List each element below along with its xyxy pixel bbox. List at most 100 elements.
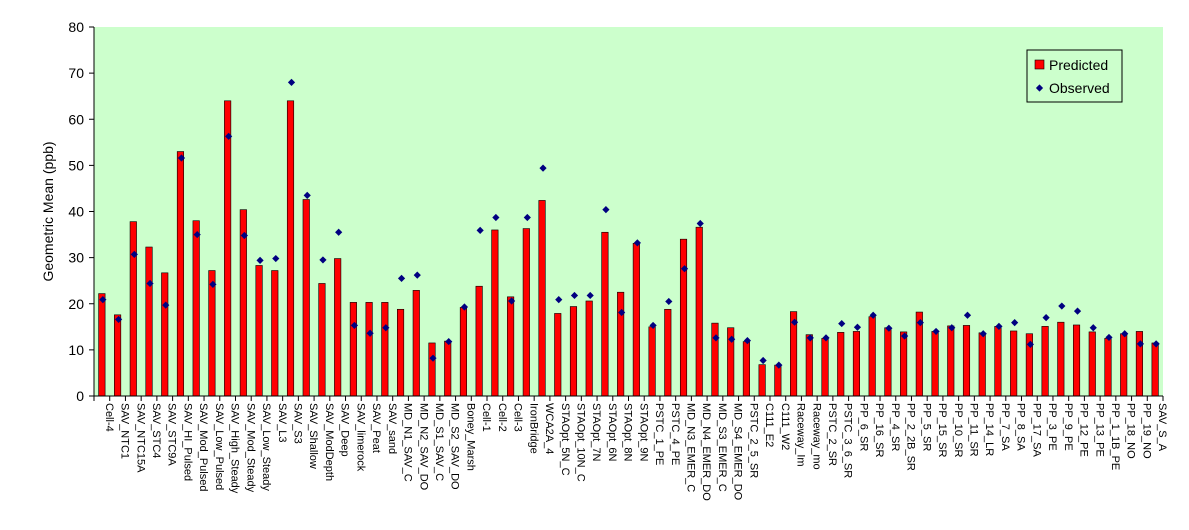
x-category-label: SAV_Low_Steady [260,403,272,491]
y-axis-title: Geometric Mean (ppb) [40,141,56,281]
predicted-bar [271,270,279,397]
y-tick-label: 70 [68,65,84,81]
observed-point [1011,319,1019,327]
observed-point [445,337,453,346]
observed-point [1121,330,1129,338]
x-category-label: SAV_Peat [370,403,382,453]
x-category-label: SAV_Shallow [307,403,319,469]
observed-point [225,132,233,140]
predicted-bar [852,331,860,397]
x-category-label: PP_13_PE [1093,403,1105,457]
x-category-label: PSTC_2_SR [826,403,838,466]
x-category-label: SAV_S3 [292,403,304,444]
predicted-bar [98,293,106,397]
observed-point [901,332,909,340]
predicted-bar [286,100,295,397]
observed-point [822,334,830,342]
observed-point [806,334,814,342]
observed-point [209,280,217,288]
x-category-label: SAV_HI_Pulsed [181,403,193,481]
predicted-bar [491,229,499,397]
observed-point [680,265,689,273]
x-category-label: PP_9_PE [1062,403,1074,451]
x-category-label: SAV_limerock [354,403,366,472]
x-category-label: PSTC_4_PE [669,403,681,465]
predicted-bar [821,338,829,397]
y-tick-label: 20 [68,296,84,312]
predicted-bar [145,246,153,397]
observed-point [429,354,437,362]
x-category-label: Raceway_Im [795,403,807,467]
x-category-label: SAV_L3 [276,403,288,443]
observed-point [618,308,626,317]
x-category-label: PP_8_SA [1015,403,1027,451]
predicted-bar [742,341,750,397]
observed-point [916,319,924,327]
observed-point [649,321,657,330]
x-category-label: SAV_NTC15A [134,403,146,473]
predicted-bar [978,332,986,397]
predicted-bar [255,265,263,397]
predicted-bar [192,220,200,397]
observed-point [979,330,987,338]
observed-point [885,324,893,332]
legend: Predicted Observed [1026,49,1123,103]
observed-point [696,219,704,228]
x-category-label: Raceway_mo [810,403,822,470]
legend-label-predicted: Predicted [1049,57,1108,73]
predicted-bar [1072,324,1081,397]
predicted-bar [318,283,326,397]
x-category-label: PP_4_SR [889,403,901,451]
observed-point [1026,340,1034,348]
x-category-label: Cell-1 [480,403,492,432]
observed-point [146,279,154,288]
observed-point [1105,333,1113,342]
x-category-label: SAV_STC9A [166,403,178,466]
x-category-label: STAOpt_7N [590,403,602,462]
x-category-label: Cell-2 [496,403,508,432]
x-category-label: PP_19_NO [1140,403,1152,459]
observed-point [586,291,594,300]
x-category-label: MD_S3_EMER_C [716,403,728,492]
x-category-label: STAOpt_6N [606,403,618,462]
observed-point [1136,340,1145,348]
observed-point [759,356,767,365]
predicted-bar [1057,321,1065,397]
observed-point [382,324,390,332]
observed-point [869,311,877,319]
predicted-bar [114,314,122,397]
predicted-bar [711,322,719,397]
y-axis: 0 10 20 30 40 50 60 70 80 [68,19,95,404]
observed-point [602,206,610,214]
x-category-label: PSTC_2_5_SR [747,403,759,478]
predicted-bar [1041,326,1049,397]
predicted-bar [459,307,467,397]
predicted-bar [349,302,357,397]
x-category-label: PP_6_SR [857,403,869,451]
observed-point [853,323,862,331]
predicted-bar [884,327,892,397]
x-category-label: PP_14_LR [983,403,995,456]
x-category-label: Cell-3 [512,403,524,432]
x-category-label: MD_N4_EMER_DO [700,403,712,501]
predicted-bar [1010,330,1018,397]
predicted-bar [412,290,420,397]
observed-point [507,297,516,305]
predicted-bar [334,258,342,397]
observed-point [539,164,547,172]
y-tick-label: 40 [68,204,84,220]
predicted-bar [837,332,845,397]
x-category-label: SAV_Mod_Steady [244,403,256,493]
y-tick-label: 10 [68,342,84,358]
predicted-bar [397,308,405,397]
observed-point [790,318,799,326]
predicted-bar [538,200,546,397]
observed-point [397,274,406,282]
predicted-bar [129,221,137,397]
observed-point [948,324,956,332]
predicted-bar [695,226,703,397]
x-category-label: SAV_STC4 [150,403,162,458]
y-tick-label: 80 [68,19,84,35]
x-category-label: STAOpt_8N [622,403,634,462]
y-tick-label: 50 [68,157,84,173]
